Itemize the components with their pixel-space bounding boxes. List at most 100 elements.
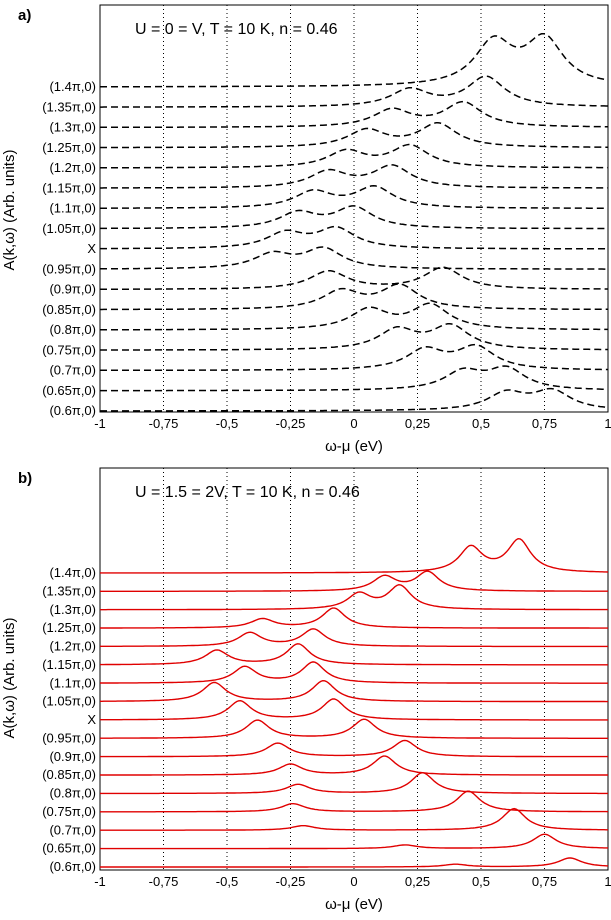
panel-b-y-tick-label: X (87, 712, 96, 727)
panel-b-series-line (100, 537, 609, 574)
panel-b-y-tick-label: (0.85π,0) (42, 767, 96, 782)
panel-a-x-tick-label: 0,75 (532, 416, 557, 431)
panel-b-series-line (100, 628, 608, 648)
panel-a-series-line (100, 100, 608, 129)
panel-a-series-line (100, 246, 608, 270)
panel-a-series-line (100, 225, 608, 250)
panel-b-series-line (100, 643, 608, 666)
panel-a-y-tick-label: (1.4π,0) (49, 79, 96, 94)
panel-a-y-tick-label: (1.35π,0) (42, 99, 96, 114)
panel-b-series-line (100, 755, 608, 776)
panel-a-series-lines (100, 32, 609, 412)
panel-b-series-line (100, 739, 608, 758)
panel-a-series-line (100, 266, 608, 290)
panel-b-dotted-gridlines (163, 468, 545, 870)
panel-a-y-tick-label: (0.95π,0) (42, 261, 96, 276)
panel-b-y-tick-label: (0.6π,0) (49, 859, 96, 874)
panel-b-y-tick-label: (0.9π,0) (49, 749, 96, 764)
panel-a-x-tick-label: -0,25 (276, 416, 306, 431)
panel-b-series-line (100, 771, 608, 795)
panel-b-y-tick-label: (1.35π,0) (42, 583, 96, 598)
panel-a-y-tick-label: (0.85π,0) (42, 302, 96, 317)
panel-b: b) U = 1.5 = 2V, T = 10 K, n = 0.46 (1.4… (1, 467, 611, 913)
panel-b-y-tick-label: (1.4π,0) (49, 565, 96, 580)
panel-a-series-line (100, 122, 608, 149)
panel-a-series-line (100, 365, 608, 392)
panel-b-x-tick-label: 0,75 (532, 874, 557, 889)
panel-a-series-line (100, 185, 608, 209)
panel-a-series-line (100, 32, 609, 88)
panel-a-y-tick-label: (1.25π,0) (42, 140, 96, 155)
panel-a-x-tick-label: 1 (604, 416, 611, 431)
panel-b-series-line (100, 607, 608, 629)
panel-a-y-tick-label: (1.05π,0) (42, 221, 96, 236)
panel-b-series-line (100, 718, 608, 739)
panel-b-x-tick-label: 1 (604, 874, 611, 889)
panel-a-series-line (100, 143, 608, 169)
panel-b-x-tick-label: 0,25 (405, 874, 430, 889)
panel-a-title: U = 0 = V, T = 10 K, n = 0.46 (135, 21, 338, 38)
panel-a-x-tick-labels: -1 -0,75 -0,5 -0,25 0 0,25 0,5 0,75 1 (94, 416, 611, 431)
panel-a-y-tick-labels: (1.4π,0) (1.35π,0) (1.3π,0) (1.25π,0) (1.2π,… (42, 79, 96, 418)
panel-b-series-line (100, 679, 608, 703)
panel-a-y-tick-label: (0.7π,0) (49, 363, 96, 378)
panel-b-series-line (100, 661, 608, 684)
panel-a-series-line (100, 343, 608, 372)
panel-a-series-line (100, 387, 609, 412)
panel-a-y-tick-label: (1.1π,0) (49, 201, 96, 216)
panel-a-series-line (100, 164, 608, 189)
panel-a-y-tick-label: X (87, 241, 96, 256)
panel-b-y-tick-label: (1.05π,0) (42, 694, 96, 709)
panel-b-series-line (100, 790, 609, 813)
panel-a-series-line (100, 302, 608, 331)
panel-a-y-tick-label: (1.2π,0) (49, 160, 96, 175)
panel-a-x-tick-label: 0,25 (405, 416, 430, 431)
panel-b-x-tick-labels: -1 -0,75 -0,5 -0,25 0 0,25 0,5 0,75 1 (94, 874, 611, 889)
panel-a-y-tick-label: (0.6π,0) (49, 403, 96, 418)
panel-a-x-axis-label: ω-μ (eV) (325, 438, 383, 455)
panel-a-y-tick-label: (0.9π,0) (49, 282, 96, 297)
panel-a-x-tick-label: -0,75 (149, 416, 179, 431)
panel-b-y-tick-label: (0.8π,0) (49, 786, 96, 801)
panel-a-x-tick-label: -0,5 (216, 416, 238, 431)
panel-b-x-tick-label: -0,5 (216, 874, 238, 889)
panel-b-series-lines (100, 537, 609, 868)
panel-b-x-tick-label: -0,25 (276, 874, 306, 889)
panel-b-series-line (100, 857, 609, 868)
panel-b-y-tick-label: (1.3π,0) (49, 602, 96, 617)
panel-b-title: U = 1.5 = 2V, T = 10 K, n = 0.46 (135, 484, 360, 501)
panel-a-series-line (100, 205, 608, 230)
panel-b-x-tick-label: -0,75 (149, 874, 179, 889)
panel-a-y-tick-label: (1.15π,0) (42, 180, 96, 195)
panel-b-y-tick-label: (0.95π,0) (42, 730, 96, 745)
panel-a-y-tick-label: (0.65π,0) (42, 383, 96, 398)
panel-a-x-tick-label: 0 (350, 416, 357, 431)
panel-a-dotted-gridlines (163, 5, 545, 412)
panel-a-x-tick-label: 0,5 (472, 416, 490, 431)
panel-b-label: b) (18, 470, 32, 487)
panel-b-x-tick-label: 0 (350, 874, 357, 889)
panel-b-y-tick-label: (0.7π,0) (49, 822, 96, 837)
panel-b-y-tick-label: (0.75π,0) (42, 804, 96, 819)
panel-b-y-tick-label: (1.15π,0) (42, 657, 96, 672)
panel-b-x-tick-label: -1 (94, 874, 106, 889)
panel-a: a) U = 0 = V, T = 10 K, n = 0.46 (1.4π,0… (1, 4, 611, 455)
panel-a-y-tick-label: (0.75π,0) (42, 342, 96, 357)
panel-b-series-line (100, 570, 608, 592)
panel-a-y-axis-label: A(k,ω) (Arb. units) (1, 150, 18, 271)
panel-b-y-tick-label: (1.1π,0) (49, 675, 96, 690)
panel-a-y-tick-label: (0.8π,0) (49, 322, 96, 337)
panel-a-series-line (100, 283, 608, 311)
panel-b-series-line (100, 583, 608, 611)
panel-b-y-tick-label: (0.65π,0) (42, 841, 96, 856)
panel-a-series-line (100, 322, 608, 351)
panel-b-series-line (100, 807, 608, 831)
panel-b-series-line (100, 833, 608, 850)
panel-a-y-tick-label: (1.3π,0) (49, 120, 96, 135)
panel-b-x-axis-label: ω-μ (eV) (325, 896, 383, 913)
panel-b-y-axis-label: A(k,ω) (Arb. units) (1, 618, 18, 739)
panel-b-x-tick-label: 0,5 (472, 874, 490, 889)
panel-a-series-line (100, 75, 608, 108)
panel-b-series-line (100, 698, 608, 721)
